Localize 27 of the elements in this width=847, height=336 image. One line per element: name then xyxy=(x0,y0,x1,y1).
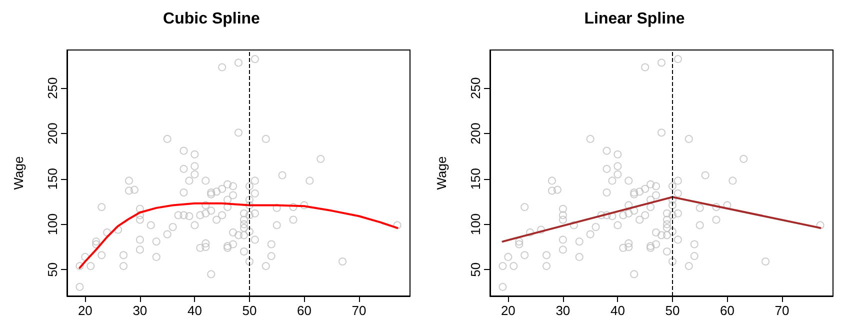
x-tick-label: 60 xyxy=(720,303,734,318)
x-tick-label: 50 xyxy=(242,303,257,318)
x-tick-label: 30 xyxy=(556,303,570,318)
x-tick-label: 40 xyxy=(610,303,625,318)
y-axis-title: Wage xyxy=(434,156,449,190)
x-tick-label: 50 xyxy=(665,303,680,318)
y-tick-label: 150 xyxy=(45,168,60,190)
x-tick-label: 60 xyxy=(296,303,312,318)
x-tick-label: 70 xyxy=(352,303,366,318)
y-tick-label: 50 xyxy=(45,262,60,277)
y-tick-label: 50 xyxy=(468,262,483,277)
chart-title: Cubic Spline xyxy=(163,10,260,28)
y-tick-label: 100 xyxy=(45,213,60,236)
y-axis-title: Wage xyxy=(11,156,26,190)
y-tick-label: 150 xyxy=(468,168,483,190)
y-tick-label: 200 xyxy=(468,122,483,144)
y-tick-label: 250 xyxy=(45,77,60,99)
x-tick-label: 70 xyxy=(774,303,790,318)
x-tick-label: 20 xyxy=(78,303,92,318)
y-tick-label: 250 xyxy=(468,77,483,99)
line-series xyxy=(78,202,398,269)
y-tick-label: 200 xyxy=(45,122,60,144)
x-tick-label: 40 xyxy=(187,303,202,318)
y-tick-label: 100 xyxy=(468,213,483,236)
chart-title: Linear Spline xyxy=(584,10,685,28)
x-tick-label: 20 xyxy=(500,303,516,318)
x-tick-label: 30 xyxy=(132,303,148,318)
